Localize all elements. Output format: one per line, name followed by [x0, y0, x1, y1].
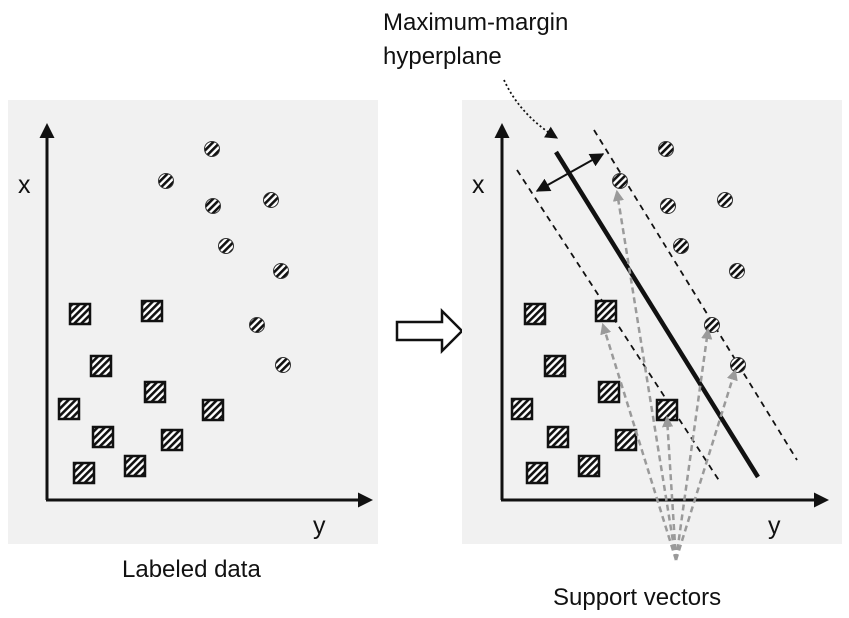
square-point: [201, 398, 225, 422]
circle-point: [263, 192, 279, 208]
lower-margin-line: [516, 169, 721, 483]
square-point: [510, 397, 534, 421]
support-arrow-5: [674, 368, 738, 561]
hyperplane-label-line1: Maximum-margin: [383, 9, 568, 36]
circle-point: [673, 238, 689, 254]
hyperplane-label-line2: hyperplane: [383, 43, 502, 70]
support-arrow-4: [674, 327, 713, 561]
left-y-axis-label: y: [313, 512, 326, 540]
maximum-margin-hyperplane: [554, 150, 760, 479]
square-point: [594, 299, 618, 323]
circle-point: [660, 198, 676, 214]
square-point: [57, 397, 81, 421]
left-panel-background: [8, 100, 378, 544]
square-point: [597, 380, 621, 404]
square-point: [525, 461, 549, 485]
square-point: [614, 428, 638, 452]
support-vectors-label: Support vectors: [553, 584, 721, 611]
left-panel-caption: Labeled data: [122, 556, 261, 583]
circle-point: [218, 238, 234, 254]
circle-point: [249, 317, 265, 333]
square-point: [68, 302, 92, 326]
circle-point: [204, 141, 220, 157]
circle-point: [612, 173, 628, 189]
left-panel: x y Labeled data: [8, 100, 378, 583]
right-x-axis-label: x: [472, 171, 485, 199]
left-data-points: [57, 141, 291, 485]
square-point: [123, 454, 147, 478]
square-point: [140, 299, 164, 323]
circle-point: [717, 192, 733, 208]
upper-margin-line: [593, 129, 798, 461]
right-panel-background: [462, 100, 842, 544]
circle-point: [275, 357, 291, 373]
circle-point: [158, 173, 174, 189]
support-arrow-3: [661, 415, 678, 561]
support-arrow-2: [612, 189, 678, 561]
square-point: [543, 354, 567, 378]
square-point: [72, 461, 96, 485]
support-arrow-1: [600, 322, 678, 561]
square-point: [160, 428, 184, 452]
circle-point: [205, 198, 221, 214]
square-point: [91, 425, 115, 449]
margin-width-arrow: [535, 153, 605, 192]
square-point: [546, 425, 570, 449]
right-data-points: [510, 141, 746, 485]
circle-point: [729, 263, 745, 279]
square-point: [89, 354, 113, 378]
left-x-axis-label: x: [18, 171, 31, 199]
circle-point: [658, 141, 674, 157]
circle-point: [730, 357, 746, 373]
right-y-axis-label: y: [768, 512, 781, 540]
square-point: [655, 398, 679, 422]
circle-point: [273, 263, 289, 279]
support-vector-arrows: [600, 189, 738, 561]
square-point: [523, 302, 547, 326]
square-point: [143, 380, 167, 404]
square-point: [577, 454, 601, 478]
right-panel: x y Maximum-margin hyperplane Support ve…: [383, 9, 842, 611]
hollow-right-arrow-icon: [395, 307, 464, 355]
